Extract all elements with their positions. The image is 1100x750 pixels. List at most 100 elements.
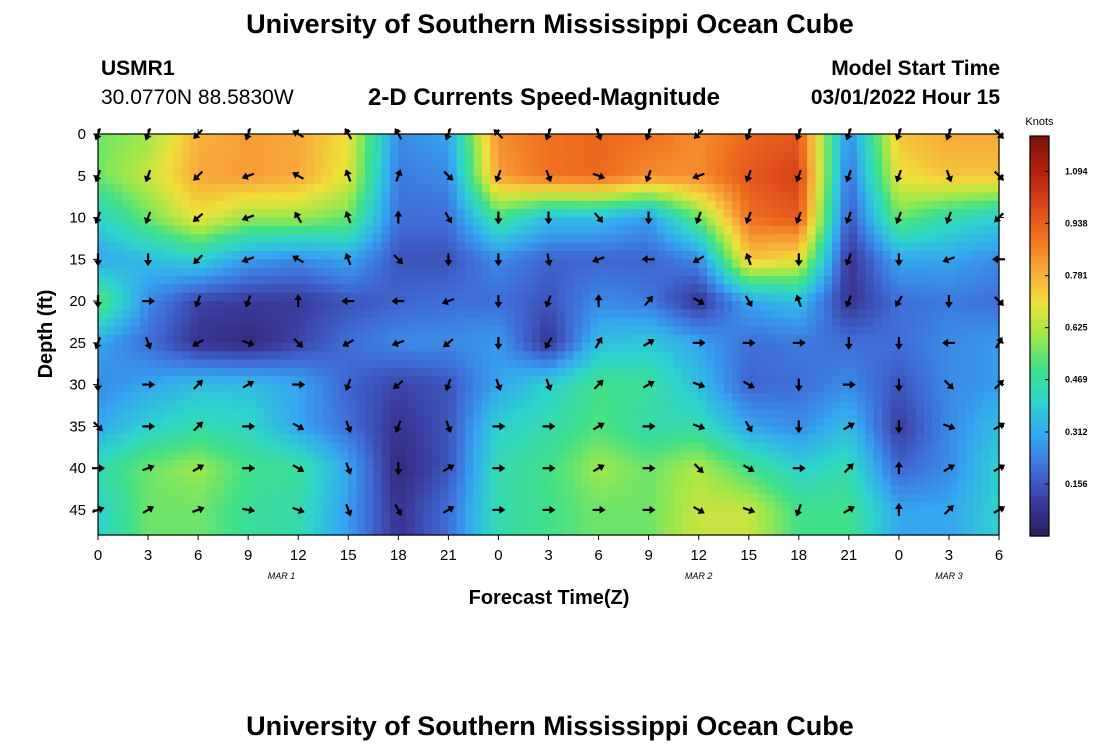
heatmap-cell — [323, 167, 333, 177]
heatmap-cell — [640, 459, 650, 469]
heatmap-cell — [573, 359, 583, 369]
heatmap-cell — [932, 484, 942, 494]
heatmap-cell — [440, 443, 449, 453]
heatmap-cell — [198, 367, 208, 377]
heatmap-cell — [740, 292, 750, 302]
heatmap-cell — [973, 259, 983, 269]
heatmap-cell — [189, 509, 199, 519]
heatmap-cell — [314, 367, 324, 377]
heatmap-cell — [189, 150, 199, 160]
heatmap-cell — [206, 317, 216, 327]
heatmap-cell — [573, 242, 583, 252]
heatmap-cell — [940, 225, 950, 235]
heatmap-cell — [131, 384, 141, 394]
heatmap-cell — [748, 142, 758, 152]
heatmap-cell — [214, 159, 224, 169]
heatmap-cell — [198, 459, 208, 469]
heatmap-cell — [740, 468, 750, 478]
heatmap-cell — [965, 217, 975, 227]
heatmap-cell — [556, 476, 566, 486]
heatmap-cell — [932, 468, 942, 478]
heatmap-cell — [339, 468, 349, 478]
heatmap-cell — [782, 426, 792, 436]
heatmap-cell — [631, 284, 641, 294]
heatmap-cell — [540, 292, 550, 302]
heatmap-cell — [648, 409, 658, 419]
heatmap-cell — [957, 301, 967, 311]
heatmap-cell — [131, 459, 141, 469]
heatmap-cell — [923, 175, 933, 185]
heatmap-cell — [898, 234, 908, 244]
heatmap-cell — [473, 242, 483, 252]
heatmap-cell — [648, 459, 658, 469]
heatmap-cell — [223, 159, 233, 169]
heatmap-cell — [456, 225, 466, 235]
heatmap-cell — [648, 326, 658, 336]
heatmap-cell — [665, 509, 675, 519]
heatmap-cell — [298, 301, 308, 311]
heatmap-cell — [690, 209, 700, 219]
heatmap-cell — [598, 242, 608, 252]
heatmap-cell — [314, 392, 324, 402]
heatmap-cell — [690, 351, 700, 361]
heatmap-cell — [973, 301, 983, 311]
heatmap-cell — [239, 518, 249, 528]
heatmap-cell — [665, 426, 675, 436]
heatmap-cell — [890, 401, 900, 411]
heatmap-cell — [631, 167, 641, 177]
heatmap-cell — [882, 476, 892, 486]
heatmap-cell — [948, 175, 958, 185]
heatmap-cell — [873, 276, 883, 285]
heatmap-cell — [707, 159, 716, 169]
heatmap-cell — [339, 192, 349, 202]
heatmap-cell — [114, 150, 124, 160]
heatmap-cell — [273, 509, 283, 519]
heatmap-cell — [231, 359, 241, 369]
heatmap-cell — [198, 392, 208, 402]
heatmap-cell — [356, 384, 366, 394]
heatmap-cell — [923, 493, 933, 503]
heatmap-cell — [748, 242, 758, 252]
heatmap-cell — [173, 192, 183, 202]
heatmap-cell — [515, 242, 525, 252]
heatmap-cell — [990, 459, 1000, 469]
heatmap-cell — [440, 468, 449, 478]
heatmap-cell — [123, 451, 132, 461]
heatmap-cell — [782, 359, 792, 369]
heatmap-cell — [782, 326, 792, 336]
heatmap-cell — [782, 209, 792, 219]
heatmap-cell — [548, 234, 558, 244]
heatmap-cell — [523, 501, 533, 511]
heatmap-cell — [314, 276, 324, 285]
heatmap-cell — [832, 326, 842, 336]
heatmap-cell — [807, 301, 817, 311]
heatmap-cell — [932, 167, 942, 177]
heatmap-cell — [223, 409, 233, 419]
heatmap-cell — [181, 501, 191, 511]
heatmap-cell — [415, 267, 424, 277]
heatmap-cell — [314, 175, 324, 185]
heatmap-cell — [256, 159, 266, 169]
heatmap-cell — [498, 384, 508, 394]
heatmap-cell — [965, 192, 975, 202]
heatmap-cell — [748, 401, 758, 411]
heatmap-cell — [673, 384, 683, 394]
heatmap-cell — [823, 326, 833, 336]
heatmap-cell — [590, 459, 600, 469]
heatmap-cell — [681, 359, 691, 369]
heatmap-cell — [198, 468, 208, 478]
heatmap-cell — [198, 242, 208, 252]
heatmap-cell — [840, 493, 850, 503]
heatmap-cell — [548, 292, 558, 302]
heatmap-cell — [448, 351, 458, 361]
heatmap-cell — [465, 200, 475, 210]
heatmap-cell — [565, 192, 575, 202]
heatmap-cell — [148, 359, 157, 369]
heatmap-cell — [431, 150, 441, 160]
heatmap-cell — [823, 334, 833, 344]
heatmap-cell — [465, 468, 475, 478]
heatmap-cell — [615, 284, 625, 294]
heatmap-cell — [506, 217, 516, 227]
heatmap-cell — [681, 217, 691, 227]
heatmap-cell — [448, 418, 458, 427]
